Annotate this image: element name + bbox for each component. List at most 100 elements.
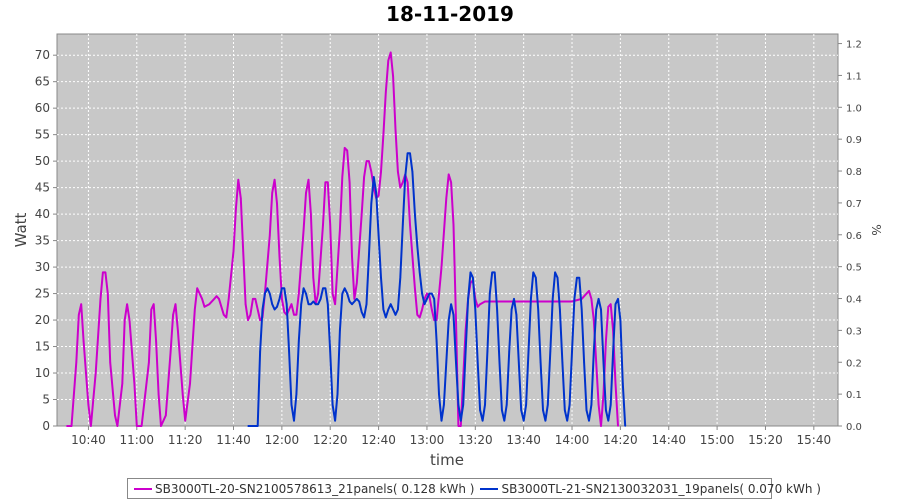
series-point-2 (544, 419, 547, 422)
series-point-2 (590, 404, 593, 406)
series-point-1 (317, 292, 319, 295)
series-point-2 (508, 351, 511, 353)
series-point-2 (416, 245, 419, 247)
series-point-2 (505, 404, 508, 406)
series-point-2 (373, 176, 375, 178)
series-point-1 (602, 393, 605, 396)
series-point-1 (339, 229, 341, 231)
x-tick-label: 15:00 (700, 433, 735, 447)
series-point-1 (256, 308, 259, 311)
series-point-2 (542, 409, 544, 411)
series-point-2 (460, 419, 462, 422)
series-point-1 (402, 181, 404, 184)
series-point-1 (133, 382, 136, 385)
x-tick-label: 15:20 (748, 433, 783, 447)
series-point-2 (440, 419, 443, 422)
series-point-2 (624, 425, 626, 427)
series-point-1 (588, 290, 590, 292)
series-point-1 (406, 181, 409, 184)
series-point-1 (387, 59, 390, 62)
series-lines (65, 51, 627, 427)
series-point-2 (264, 292, 266, 295)
series-point-1 (431, 308, 433, 311)
series-point-1 (223, 314, 225, 316)
series-point-1 (392, 75, 394, 78)
series-point-2 (421, 292, 423, 295)
series-point-1 (278, 255, 281, 258)
series-point-1 (114, 414, 116, 417)
series-point-1 (368, 160, 370, 162)
y-tick-label: 45 (35, 181, 50, 195)
series-point-2 (527, 351, 530, 353)
series-point-1 (235, 208, 237, 210)
series-point-2 (356, 298, 358, 300)
series-point-2 (314, 303, 317, 306)
series-point-2 (593, 351, 595, 353)
series-point-2 (397, 308, 399, 311)
series-point-1 (196, 287, 198, 290)
series-point-1 (213, 298, 215, 300)
legend-item-2: SB3000TL-21-SN2130032031_19panels( 0.070… (480, 482, 821, 496)
series-point-1 (397, 170, 399, 173)
series-point-1 (380, 170, 382, 173)
series-point-2 (551, 298, 554, 300)
series-point-2 (312, 300, 315, 303)
series-point-1 (302, 229, 305, 231)
series-point-1 (356, 282, 358, 284)
series-point-1 (447, 173, 450, 176)
y-tick-label: 55 (35, 128, 50, 142)
y-tick-label: 30 (35, 260, 50, 274)
series-point-2 (498, 361, 501, 364)
series-point-2 (515, 314, 518, 316)
series-point-2 (288, 351, 290, 353)
series-point-1 (310, 213, 312, 215)
series-point-1 (247, 319, 249, 321)
series-point-1 (194, 308, 196, 311)
series-point-2 (426, 298, 428, 300)
legend: SB3000TL-20-SN2100578613_21panels( 0.128… (127, 478, 821, 499)
series-point-2 (389, 303, 392, 306)
series-point-1 (476, 306, 479, 308)
series-point-1 (421, 308, 423, 311)
series-point-1 (399, 186, 402, 189)
series-point-1 (150, 308, 153, 311)
y-tick-label: 65 (35, 75, 50, 89)
series-point-2 (614, 303, 617, 306)
series-point-2 (382, 308, 385, 311)
series-point-1 (455, 319, 457, 321)
series-point-1 (227, 298, 230, 300)
series-point-2 (278, 298, 281, 300)
series-point-2 (503, 419, 506, 422)
series-point-1 (288, 308, 290, 311)
series-point-1 (571, 300, 573, 303)
series-point-2 (455, 361, 457, 364)
series-point-2 (281, 287, 283, 290)
series-point-2 (489, 292, 491, 295)
chart-title: 18-11-2019 (386, 2, 514, 26)
series-point-1 (244, 303, 247, 306)
series-point-2 (588, 419, 590, 422)
series-point-2 (399, 276, 402, 279)
series-point-1 (343, 147, 346, 149)
series-point-2 (293, 419, 295, 422)
series-point-1 (346, 149, 349, 152)
series-point-1 (94, 372, 97, 374)
series-point-2 (368, 255, 370, 258)
x-tick-label: 13:20 (458, 433, 493, 447)
series-point-2 (392, 308, 394, 311)
series-point-1 (409, 223, 411, 226)
series-point-2 (481, 419, 484, 422)
series-point-1 (385, 91, 387, 94)
series-point-2 (423, 303, 426, 306)
series-point-2 (612, 351, 614, 353)
series-point-2 (385, 316, 387, 319)
series-point-1 (237, 178, 240, 181)
series-point-2 (513, 298, 515, 300)
series-point-2 (411, 170, 414, 173)
series-point-1 (201, 298, 203, 300)
series-point-1 (102, 271, 104, 274)
x-tick-label: 14:40 (651, 433, 686, 447)
series-point-2 (462, 404, 465, 406)
series-point-1 (416, 314, 419, 316)
series-point-2 (322, 287, 324, 290)
